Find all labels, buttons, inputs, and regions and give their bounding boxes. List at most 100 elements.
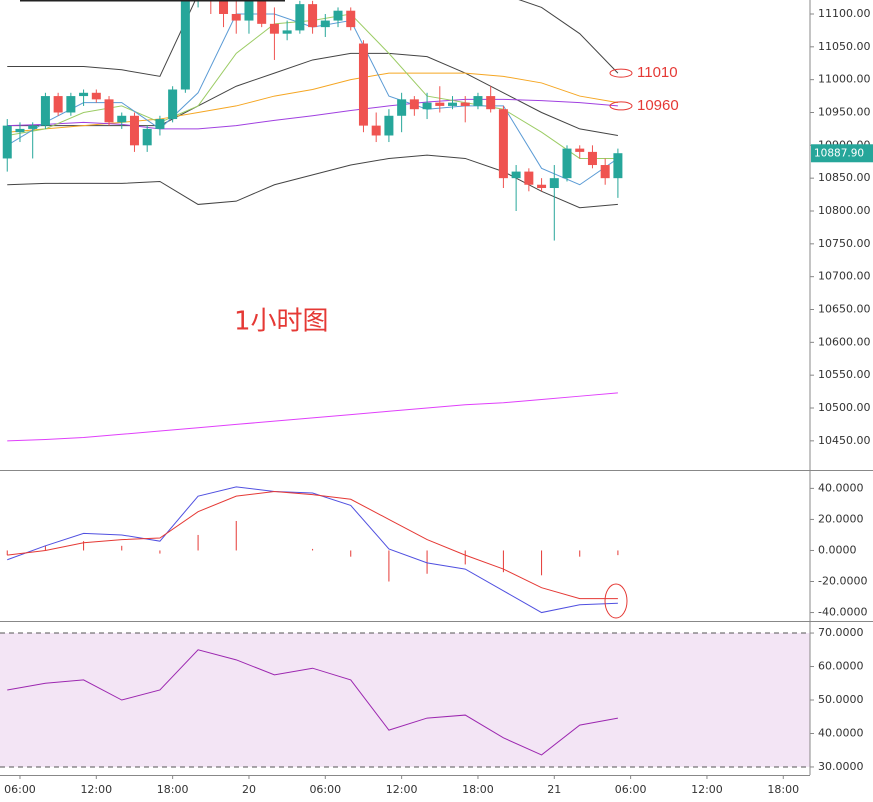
price-panel: [2, 0, 623, 442]
y-tick-label: 70.0000: [818, 626, 864, 639]
x-tick-label: 12:00: [80, 783, 112, 796]
candle-body: [66, 96, 76, 113]
candle-body: [511, 171, 521, 179]
x-tick-label: 18:00: [462, 783, 494, 796]
highlight-ellipse: [604, 583, 628, 619]
candle-body: [358, 43, 368, 126]
rsi-panel: [0, 632, 810, 768]
y-tick-label: 11050.00: [818, 40, 871, 53]
candle-body: [104, 99, 114, 123]
y-tick-label: -20.0000: [818, 575, 867, 588]
candle-body: [600, 165, 610, 179]
y-tick-label: 40.0000: [818, 726, 864, 739]
y-tick-label: 40.0000: [818, 481, 864, 494]
candle-body: [524, 171, 534, 185]
candle-body: [91, 92, 101, 100]
candle-body: [384, 115, 394, 136]
candle-body: [575, 148, 585, 152]
annotation: 11010: [637, 64, 678, 81]
candle-body: [40, 96, 50, 126]
annotation: 10960: [637, 97, 679, 114]
candle-body: [320, 20, 330, 28]
candle-body: [422, 102, 432, 110]
last-price-tag: [811, 144, 873, 163]
y-tick-label: 50.0000: [818, 693, 864, 706]
y-tick-label: 10700.00: [818, 270, 871, 283]
candle-body: [53, 96, 63, 113]
candle-body: [613, 153, 623, 179]
candle-body: [498, 109, 508, 179]
y-tick-label: 10650.00: [818, 303, 871, 316]
candle-body: [549, 178, 559, 189]
y-tick-label: -40.0000: [818, 606, 867, 619]
y-tick-label: 0.0000: [818, 543, 857, 556]
candle-body: [2, 125, 12, 159]
candle-body: [460, 102, 470, 106]
x-tick-label: 12:00: [386, 783, 418, 796]
indicator-line: [7, 649, 618, 756]
y-tick-label: 10500.00: [818, 401, 871, 414]
candle-body: [79, 92, 89, 97]
candle-body: [473, 96, 483, 106]
x-tick-label: 12:00: [691, 783, 723, 796]
annotation-ellipse: [609, 101, 633, 111]
candle-body: [257, 0, 267, 24]
y-tick-label: 11100.00: [818, 7, 871, 20]
y-tick-label: 10550.00: [818, 368, 871, 381]
y-tick-label: 30.0000: [818, 760, 864, 773]
indicator-line: [7, 13, 618, 159]
annotation-ellipse: [609, 68, 633, 78]
candle-body: [435, 102, 445, 106]
y-tick-label: 10750.00: [818, 237, 871, 250]
x-tick-label: 18:00: [767, 783, 799, 796]
candle-body: [486, 96, 496, 110]
candle-body: [231, 13, 241, 21]
rsi-band: [0, 633, 810, 767]
candle-body: [28, 125, 38, 129]
last-price-label: 10887.90: [814, 147, 864, 159]
macd-panel: [6, 486, 619, 614]
candle-body: [409, 99, 419, 110]
y-tick-label: 60.0000: [818, 660, 864, 673]
y-tick-label: 10950.00: [818, 105, 871, 118]
candle-body: [562, 148, 572, 179]
candle-body: [219, 0, 229, 14]
x-tick-label: 21: [547, 783, 561, 796]
candle-body: [308, 4, 318, 28]
y-tick-label: 10800.00: [818, 204, 871, 217]
indicator-line: [7, 0, 619, 77]
candle-body: [537, 184, 547, 189]
x-tick-label: 06:00: [615, 783, 647, 796]
candle-body: [333, 10, 343, 21]
candle-body: [244, 0, 254, 21]
candle-body: [448, 102, 458, 106]
x-tick-label: 18:00: [157, 783, 189, 796]
candle-body: [129, 115, 139, 146]
y-tick-label: 20.0000: [818, 512, 864, 525]
y-tick-label: 11000.00: [818, 73, 871, 86]
x-tick-label: 20: [242, 783, 256, 796]
candle-body: [346, 10, 356, 28]
candle-body: [371, 125, 381, 136]
indicator-line: [7, 392, 618, 442]
x-tick-label: 06:00: [309, 783, 341, 796]
candle-body: [269, 23, 279, 34]
y-tick-label: 10600.00: [818, 335, 871, 348]
candle-body: [142, 128, 152, 146]
candle-body: [117, 115, 127, 123]
candle-body: [587, 151, 597, 166]
axes: 11100.0011050.0011000.0010950.0010900.00…: [4, 7, 873, 796]
candle-body: [295, 4, 305, 31]
candle-body: [282, 30, 292, 34]
candle-body: [15, 128, 25, 133]
candle-body: [397, 99, 407, 116]
y-tick-label: 10850.00: [818, 171, 871, 184]
x-tick-label: 06:00: [4, 783, 36, 796]
candle-body: [180, 0, 190, 90]
candle-body: [155, 119, 165, 129]
candle-body: [168, 89, 178, 120]
chart-annotation: 1小时图: [234, 307, 329, 337]
indicator-line: [7, 490, 618, 600]
y-tick-label: 10450.00: [818, 434, 871, 447]
